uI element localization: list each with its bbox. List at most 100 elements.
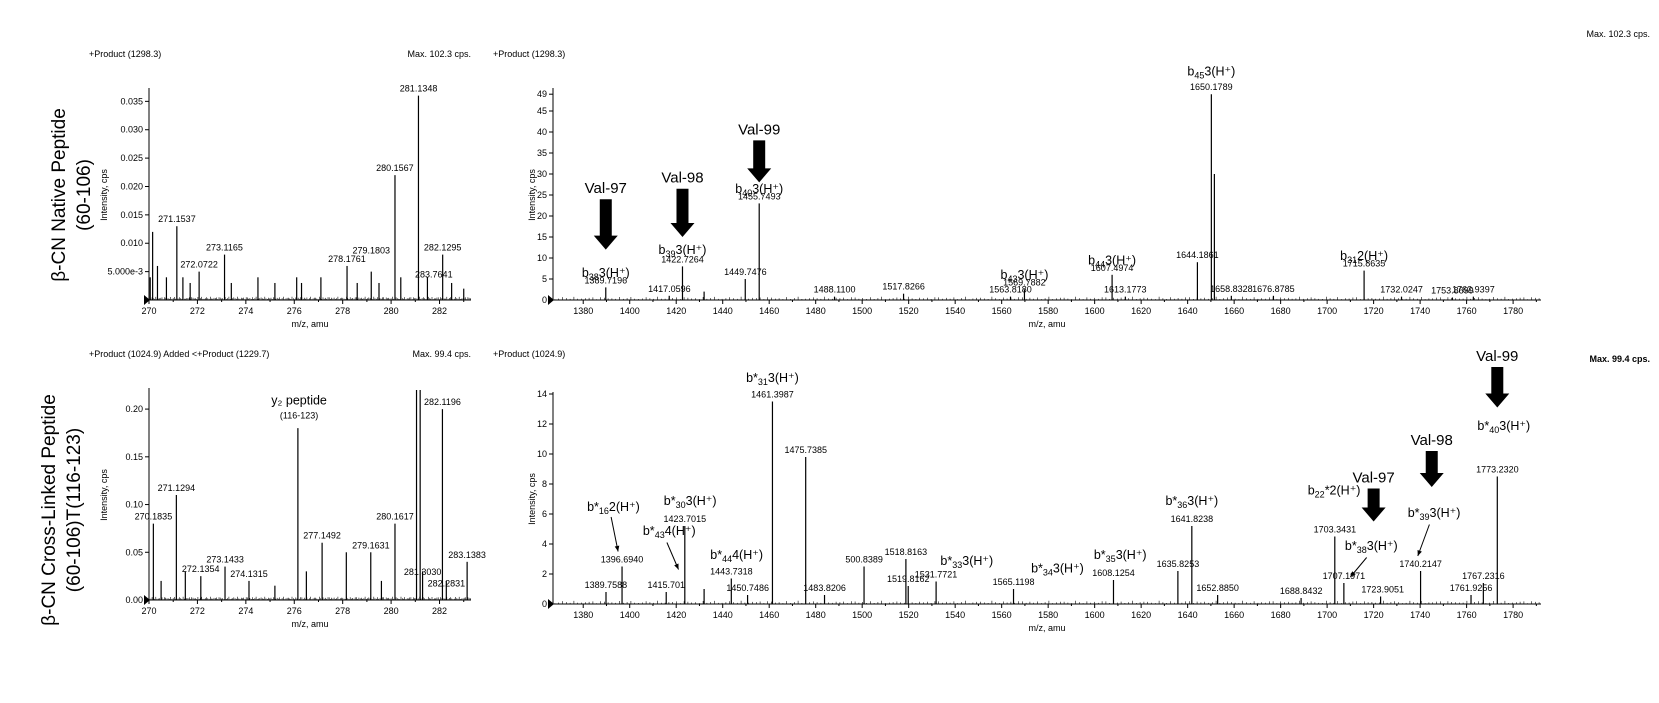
peak-label-14: 1608.1254: [1092, 568, 1135, 578]
peak-label-3: 1423.7015: [664, 514, 707, 524]
max-bottom-right: Max. 99.4 cps.: [1589, 354, 1650, 364]
ion-label-9: b22*2(H⁺): [1308, 484, 1361, 500]
y-axis-label: Intensity, cps: [527, 169, 537, 221]
y-axis-label: Intensity, cps: [99, 169, 109, 221]
x-axis-label: m/z, amu: [1028, 623, 1065, 633]
y-tick-label-5: 25: [537, 190, 547, 200]
peak-label-19: 1703.3431: [1314, 525, 1357, 535]
val-arrow-label-0: Val-97: [585, 180, 627, 197]
row2-title-line1: β-CN Cross-Linked Peptide: [39, 394, 60, 626]
peak-label-0: 271.1537: [158, 214, 196, 224]
y-tick-label-6: 12: [537, 419, 547, 429]
ion-label-5: b*333(H⁺): [940, 554, 993, 570]
row1-title-line1: β-CN Native Peptide: [49, 108, 70, 282]
peak-label-3: 278.1761: [328, 254, 366, 264]
y-tick-label-3: 0.020: [120, 181, 143, 191]
ion-label-5: b453(H⁺): [1187, 64, 1235, 80]
peak-label-0: 1389.7588: [585, 580, 628, 590]
ion-label-11: b*393(H⁺): [1408, 506, 1461, 522]
y-axis-label: Intensity, cps: [99, 469, 109, 521]
x-tick-label-0: 270: [141, 306, 156, 316]
val-arrow-0: [1361, 488, 1386, 522]
note-1: (116-123): [280, 411, 318, 421]
x-tick-label-15: 1680: [1271, 610, 1291, 620]
ion-label-2: b*303(H⁺): [664, 494, 717, 510]
peak-label-5: 1488.1100: [814, 285, 856, 295]
peak-label-8: 1483.8206: [803, 583, 846, 593]
x-tick-label-9: 1560: [992, 306, 1012, 316]
x-tick-label-5: 280: [384, 606, 399, 616]
x-tick-label-2: 1420: [666, 610, 686, 620]
peak-label-17: 1652.8850: [1196, 583, 1239, 593]
peak-label-5: 277.1492: [303, 531, 341, 541]
x-tick-label-2: 274: [238, 606, 253, 616]
x-tick-label-4: 278: [335, 606, 350, 616]
ion-label-1: b393(H⁺): [659, 243, 707, 259]
peak-label-9: 282.1196: [424, 397, 461, 407]
peak-label-2: 1415.701: [647, 580, 685, 590]
peak-label-2: 1422.7264: [661, 254, 704, 264]
peak-label-13: 1658.8328: [1210, 284, 1253, 294]
peak-label-8: 281.3030: [404, 567, 442, 577]
x-tick-label-4: 278: [335, 306, 350, 316]
peak-label-22: 1740.2147: [1399, 559, 1442, 569]
header-left: +Product (1298.3): [89, 49, 161, 59]
x-tick-label-20: 1780: [1503, 610, 1523, 620]
x-tick-label-5: 280: [384, 306, 399, 316]
x-tick-label-1: 272: [190, 606, 205, 616]
plot-native-low-mz: +Product (1298.3) Max. 102.3 cps. 270 272 27…: [89, 49, 471, 329]
x-axis-label: m/z, amu: [291, 319, 328, 329]
x-tick-label-19: 1760: [1457, 610, 1477, 620]
peak-label-11: 283.1383: [448, 550, 486, 560]
x-tick-label-7: 1520: [899, 306, 919, 316]
x-tick-label-17: 1720: [1364, 306, 1384, 316]
val-arrow-label-0: Val-97: [1352, 470, 1394, 487]
peak-label-17: 1753.8699: [1431, 285, 1474, 295]
x-tick-label-1: 272: [190, 306, 205, 316]
peak-label-4: 274.1315: [230, 569, 268, 579]
max-top-right: Max. 102.3 cps.: [1586, 29, 1650, 39]
header-right: Max. 99.4 cps.: [412, 349, 471, 359]
ion-label-3: b433(H⁺): [1001, 268, 1049, 284]
peak-label-1: 272.0722: [180, 260, 218, 270]
ion-label-6: b*343(H⁺): [1031, 562, 1084, 578]
x-tick-label-10: 1580: [1038, 610, 1058, 620]
x-tick-label-9: 1560: [992, 610, 1012, 620]
y-tick-label-10: 49: [537, 89, 547, 99]
y-tick-label-5: 0.030: [120, 125, 143, 135]
x-tick-label-13: 1640: [1178, 306, 1198, 316]
header-left: +Product (1024.9): [493, 349, 565, 359]
x-tick-label-4: 1460: [759, 610, 779, 620]
peak-label-1: 1396.6940: [601, 555, 644, 565]
y-tick-label-1: 0.010: [120, 238, 143, 248]
peak-label-3: 273.1433: [206, 555, 244, 565]
x-tick-label-1: 1400: [620, 306, 640, 316]
x-tick-label-3: 1440: [713, 610, 733, 620]
peak-label-11: 1519.8162: [887, 574, 930, 584]
header-right: Max. 102.3 cps.: [407, 49, 471, 59]
ion-label-10: b*383(H⁺): [1345, 539, 1398, 555]
y-tick-label-2: 0.015: [120, 210, 143, 220]
y-tick-label-2: 4: [542, 539, 547, 549]
x-tick-label-7: 1520: [899, 610, 919, 620]
y-tick-label-1: 2: [542, 569, 547, 579]
x-tick-label-14: 1660: [1224, 306, 1244, 316]
pointer-line-0: [610, 516, 619, 552]
y-tick-label-5: 10: [537, 449, 547, 459]
note-0: y₂ peptide: [271, 393, 327, 407]
y-tick-label-3: 0.15: [125, 452, 143, 462]
x-tick-label-3: 276: [287, 306, 302, 316]
val-arrow-label-2: Val-99: [738, 121, 780, 138]
x-tick-label-6: 282: [432, 606, 447, 616]
pointer-head-3: [1417, 550, 1422, 556]
peak-label-4: 1443.7318: [710, 567, 753, 577]
peak-label-8: 283.7641: [415, 269, 453, 279]
x-tick-label-16: 1700: [1317, 610, 1337, 620]
y-tick-label-4: 0.20: [125, 404, 143, 414]
pointer-head-0: [614, 545, 620, 552]
peak-label-1: 1417.0596: [648, 284, 691, 294]
row1-title-line2: (60-106): [74, 159, 95, 231]
y-tick-label-4: 0.025: [120, 153, 143, 163]
x-tick-label-8: 1540: [945, 306, 965, 316]
y-tick-label-1: 5: [542, 274, 547, 284]
